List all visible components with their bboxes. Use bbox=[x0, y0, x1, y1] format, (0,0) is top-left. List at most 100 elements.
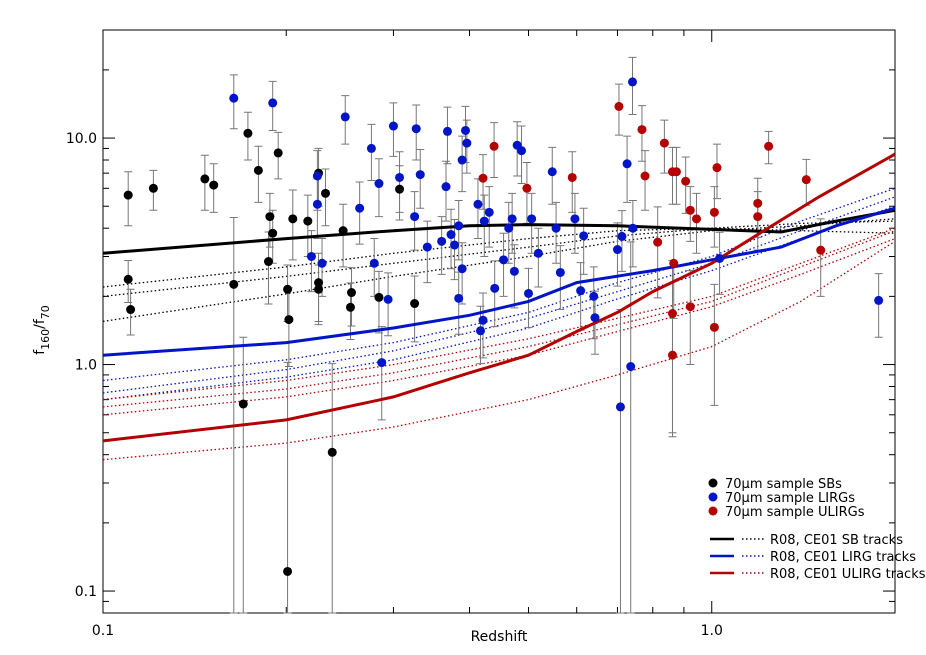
x-tick-label: 0.1 bbox=[92, 623, 114, 639]
point bbox=[816, 245, 826, 255]
point bbox=[253, 165, 263, 175]
point bbox=[527, 214, 537, 224]
point bbox=[320, 188, 330, 198]
solid-track bbox=[103, 152, 895, 443]
dotted-track bbox=[103, 237, 895, 416]
y-axis-label: f160/f70 bbox=[32, 305, 52, 355]
point bbox=[579, 231, 589, 241]
point bbox=[551, 223, 561, 233]
point bbox=[499, 255, 509, 265]
error-bar bbox=[499, 232, 508, 297]
error-bar bbox=[328, 363, 337, 614]
error-bar bbox=[284, 287, 293, 368]
error-bar bbox=[229, 216, 238, 614]
error-bar bbox=[485, 186, 494, 248]
error-bar bbox=[307, 230, 316, 293]
error-bar bbox=[626, 241, 635, 614]
error-bar bbox=[239, 336, 248, 614]
point bbox=[462, 138, 472, 148]
point bbox=[369, 258, 379, 268]
point bbox=[509, 266, 519, 276]
legend-label: R08, CE01 ULIRG tracks bbox=[770, 567, 926, 582]
error-bar bbox=[288, 189, 297, 261]
point bbox=[709, 207, 719, 217]
point bbox=[669, 258, 679, 268]
error-bar bbox=[423, 220, 432, 284]
y-label-part: 70 bbox=[39, 305, 52, 319]
point bbox=[345, 302, 355, 312]
point bbox=[355, 203, 365, 213]
point bbox=[589, 291, 599, 301]
point bbox=[685, 205, 695, 215]
dotted-track bbox=[103, 227, 895, 401]
point bbox=[454, 293, 464, 303]
point bbox=[478, 315, 488, 325]
error-bar bbox=[653, 206, 662, 299]
point bbox=[415, 170, 425, 180]
point bbox=[570, 214, 580, 224]
point bbox=[200, 174, 210, 184]
error-bar bbox=[410, 275, 419, 343]
point bbox=[628, 223, 638, 233]
point bbox=[374, 292, 384, 302]
legend-marker bbox=[708, 478, 718, 488]
point bbox=[263, 257, 273, 267]
point bbox=[243, 128, 253, 138]
point bbox=[685, 302, 695, 312]
y-label-part: /f bbox=[32, 318, 48, 329]
y-tick-label: 10.0 bbox=[66, 131, 97, 147]
point bbox=[306, 251, 316, 261]
legend-marker bbox=[708, 506, 718, 516]
point bbox=[590, 313, 600, 323]
point bbox=[628, 77, 638, 87]
error-bar bbox=[686, 270, 695, 366]
point bbox=[626, 362, 636, 372]
point bbox=[615, 402, 625, 412]
x-tick-label: 1.0 bbox=[701, 623, 723, 639]
error-bar bbox=[623, 135, 632, 203]
dotted-track bbox=[103, 205, 895, 401]
point bbox=[476, 326, 486, 336]
point bbox=[517, 146, 527, 156]
error-bar bbox=[589, 266, 598, 340]
point bbox=[533, 248, 543, 258]
point bbox=[764, 141, 774, 151]
point bbox=[411, 124, 421, 134]
y-tick-label: 1.0 bbox=[75, 358, 97, 374]
point bbox=[327, 447, 337, 457]
legend-marker bbox=[708, 492, 718, 502]
point bbox=[479, 216, 489, 226]
point bbox=[874, 295, 884, 305]
point bbox=[504, 223, 514, 233]
point bbox=[461, 125, 471, 135]
point bbox=[148, 183, 158, 193]
point bbox=[442, 126, 452, 136]
error-bar bbox=[450, 218, 459, 281]
error-bar bbox=[552, 201, 561, 264]
point bbox=[410, 299, 420, 309]
point bbox=[457, 264, 467, 274]
point bbox=[446, 230, 456, 240]
point bbox=[366, 143, 376, 153]
error-bar bbox=[710, 283, 719, 406]
legend-label: 70μm sample ULIRGs bbox=[725, 505, 865, 520]
error-bar bbox=[490, 260, 499, 328]
point bbox=[522, 183, 532, 193]
point bbox=[523, 288, 533, 298]
legend-label: 70μm sample SBs bbox=[725, 477, 842, 492]
error-bar bbox=[668, 311, 677, 434]
error-bar bbox=[617, 210, 626, 272]
point bbox=[374, 179, 384, 189]
dotted-track bbox=[103, 227, 895, 288]
legend-label: 70μm sample LIRGs bbox=[725, 491, 855, 506]
point bbox=[614, 101, 624, 111]
point bbox=[507, 214, 517, 224]
point bbox=[454, 221, 464, 231]
point bbox=[753, 198, 763, 208]
point bbox=[395, 172, 405, 182]
point bbox=[265, 212, 275, 222]
point bbox=[229, 279, 239, 289]
point bbox=[123, 274, 133, 284]
point bbox=[653, 237, 663, 247]
point bbox=[268, 228, 278, 238]
